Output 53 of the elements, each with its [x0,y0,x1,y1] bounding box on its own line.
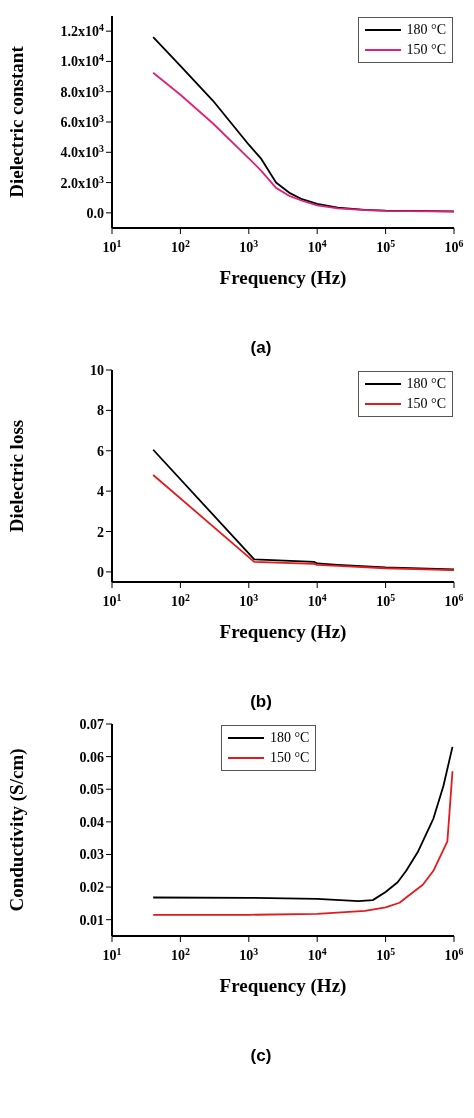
y-tick-label: 0.07 [79,717,104,732]
y-tick-label: 4.0x10$^{3}$ [60,142,105,161]
x-tick-label: 10$^{2}$ [170,591,190,609]
y-axis-title: Dielectric constant [5,45,27,198]
text: (a) [249,338,273,358]
x-tick-label: 10$^{4}$ [307,945,327,963]
y-tick-label: 8.0x10$^{3}$ [60,82,105,100]
x-tick-label: 10$^{4}$ [307,591,327,609]
y-tick-label: 1.0x10$^{4}$ [60,51,105,70]
legend-label: 150 °C [406,42,446,58]
x-tick-label: 10$^{2}$ [170,945,190,963]
legend-label: 150 °C [270,750,310,766]
y-tick-label: 0.04 [79,814,104,830]
x-tick-label: 10$^{1}$ [102,237,122,255]
text: (c) [249,1046,273,1066]
y-tick-label: 8 [97,403,104,419]
y-tick-label: 6.0x10$^{3}$ [60,112,105,130]
x-tick-label: 10$^{6}$ [444,945,464,963]
y-tick-label: 0.01 [79,912,104,928]
y-tick-label: 0.0 [86,205,104,221]
x-tick-label: 10$^{3}$ [239,237,259,255]
y-tick-label: 0.05 [79,782,104,798]
x-axis-title: Frequency (Hz) [219,621,347,643]
legend-label: 180 °C [270,730,310,746]
y-tick-label: 2.0x10$^{3}$ [60,173,105,191]
x-tick-label: 10$^{5}$ [376,237,396,255]
x-tick-label: 10$^{1}$ [102,591,122,609]
x-tick-label: 10$^{2}$ [170,237,190,255]
text: (b) [249,692,273,712]
x-tick-label: 10$^{6}$ [444,591,464,609]
x-tick-label: 10$^{3}$ [239,591,259,609]
x-axis-title: Frequency (Hz) [219,975,347,997]
y-tick-label: 0 [97,564,104,580]
x-tick-label: 10$^{6}$ [444,237,464,255]
x-tick-label: 10$^{3}$ [239,945,259,963]
y-tick-label: 2 [97,524,104,540]
y-tick-label: 6 [97,443,104,459]
y-tick-label: 10 [90,363,104,378]
x-axis-title: Frequency (Hz) [219,267,347,289]
legend-label: 150 °C [406,396,446,412]
y-tick-label: 0.02 [79,880,104,896]
x-tick-label: 10$^{4}$ [307,237,327,255]
y-tick-label: 4 [97,484,104,500]
legend-label: 180 °C [406,22,446,38]
y-axis-title: Conductivity (S/cm) [5,748,28,912]
y-tick-label: 0.06 [79,749,104,765]
x-tick-label: 10$^{1}$ [102,945,122,963]
legend-label: 180 °C [406,376,446,392]
x-tick-label: 10$^{5}$ [376,591,396,609]
y-tick-label: 0.03 [79,847,104,863]
y-tick-label: 1.2x10$^{4}$ [60,21,105,40]
y-axis-title: Dielectric loss [5,419,27,533]
x-tick-label: 10$^{5}$ [376,945,396,963]
